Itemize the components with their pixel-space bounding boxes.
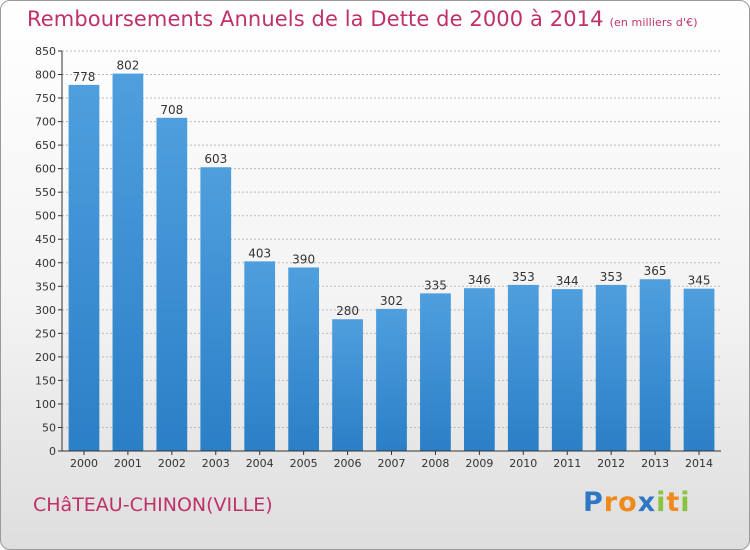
chart-title: Remboursements Annuels de la Dette de 20… — [27, 7, 698, 31]
y-tick-label: 850 — [35, 45, 56, 58]
data-label: 353 — [512, 270, 535, 284]
y-tick-label: 500 — [35, 210, 56, 223]
logo-letter: P — [583, 487, 604, 518]
data-label: 346 — [468, 273, 491, 287]
x-tick-label: 2013 — [641, 457, 669, 470]
x-tick-label: 2000 — [70, 457, 98, 470]
bar — [244, 261, 276, 451]
data-label: 335 — [424, 278, 447, 292]
x-tick-label: 2008 — [421, 457, 449, 470]
logo-letter: x — [637, 487, 657, 518]
logo-letter: i — [680, 487, 691, 518]
x-tick-label: 2003 — [202, 457, 230, 470]
x-tick-label: 2004 — [246, 457, 274, 470]
y-tick-label: 800 — [35, 69, 56, 82]
x-tick-label: 2005 — [290, 457, 318, 470]
bar — [420, 293, 451, 451]
y-tick-label: 400 — [35, 257, 56, 270]
bar — [551, 289, 583, 451]
data-label: 345 — [688, 274, 711, 288]
y-tick-label: 550 — [35, 186, 56, 199]
y-tick-label: 600 — [35, 163, 56, 176]
data-label: 778 — [73, 70, 96, 84]
x-tick-label: 2007 — [378, 457, 406, 470]
data-label: 802 — [116, 59, 139, 73]
chart-title-text: Remboursements Annuels de la Dette de 20… — [27, 7, 604, 31]
y-tick-label: 250 — [35, 327, 56, 340]
y-tick-label: 650 — [35, 139, 56, 152]
y-tick-label: 100 — [35, 398, 56, 411]
bar — [595, 284, 627, 451]
y-tick-label: 150 — [35, 374, 56, 387]
data-label: 302 — [380, 294, 403, 308]
bar — [200, 167, 232, 451]
bar — [463, 288, 495, 451]
x-tick-label: 2014 — [685, 457, 713, 470]
x-tick-label: 2002 — [158, 457, 186, 470]
y-tick-label: 300 — [35, 304, 56, 317]
data-label: 708 — [160, 103, 183, 117]
x-tick-label: 2010 — [509, 457, 537, 470]
logo-letter: i — [656, 487, 667, 518]
bar — [683, 288, 715, 451]
x-tick-label: 2001 — [114, 457, 142, 470]
bar — [332, 319, 363, 451]
logo-letter: o — [618, 487, 638, 518]
proxiti-logo: Proxiti — [583, 487, 691, 518]
bar — [68, 84, 100, 451]
data-label: 403 — [248, 246, 271, 260]
y-tick-label: 700 — [35, 116, 56, 129]
bar — [639, 279, 671, 451]
data-label: 603 — [204, 152, 227, 166]
y-tick-label: 450 — [35, 233, 56, 246]
chart-subtitle: (en milliers d'€) — [609, 16, 698, 29]
data-label: 344 — [556, 274, 579, 288]
data-label: 353 — [600, 270, 623, 284]
logo-letter: r — [603, 487, 619, 518]
y-tick-label: 750 — [35, 92, 56, 105]
x-tick-label: 2012 — [597, 457, 625, 470]
logo-letter: t — [666, 487, 681, 518]
town-name: CHâTEAU-CHINON(VILLE) — [33, 494, 273, 516]
y-tick-label: 200 — [35, 351, 56, 364]
bar — [112, 73, 144, 452]
y-tick-label: 0 — [49, 445, 56, 458]
data-label: 280 — [336, 304, 359, 318]
y-tick-label: 50 — [42, 421, 56, 434]
bar — [507, 284, 539, 451]
y-tick-label: 350 — [35, 280, 56, 293]
bar — [376, 308, 407, 451]
bar — [288, 267, 320, 451]
data-label: 365 — [644, 264, 667, 278]
x-tick-label: 2009 — [465, 457, 493, 470]
x-tick-label: 2011 — [553, 457, 581, 470]
bar — [156, 117, 188, 451]
x-tick-label: 2006 — [334, 457, 362, 470]
data-label: 390 — [292, 252, 315, 266]
